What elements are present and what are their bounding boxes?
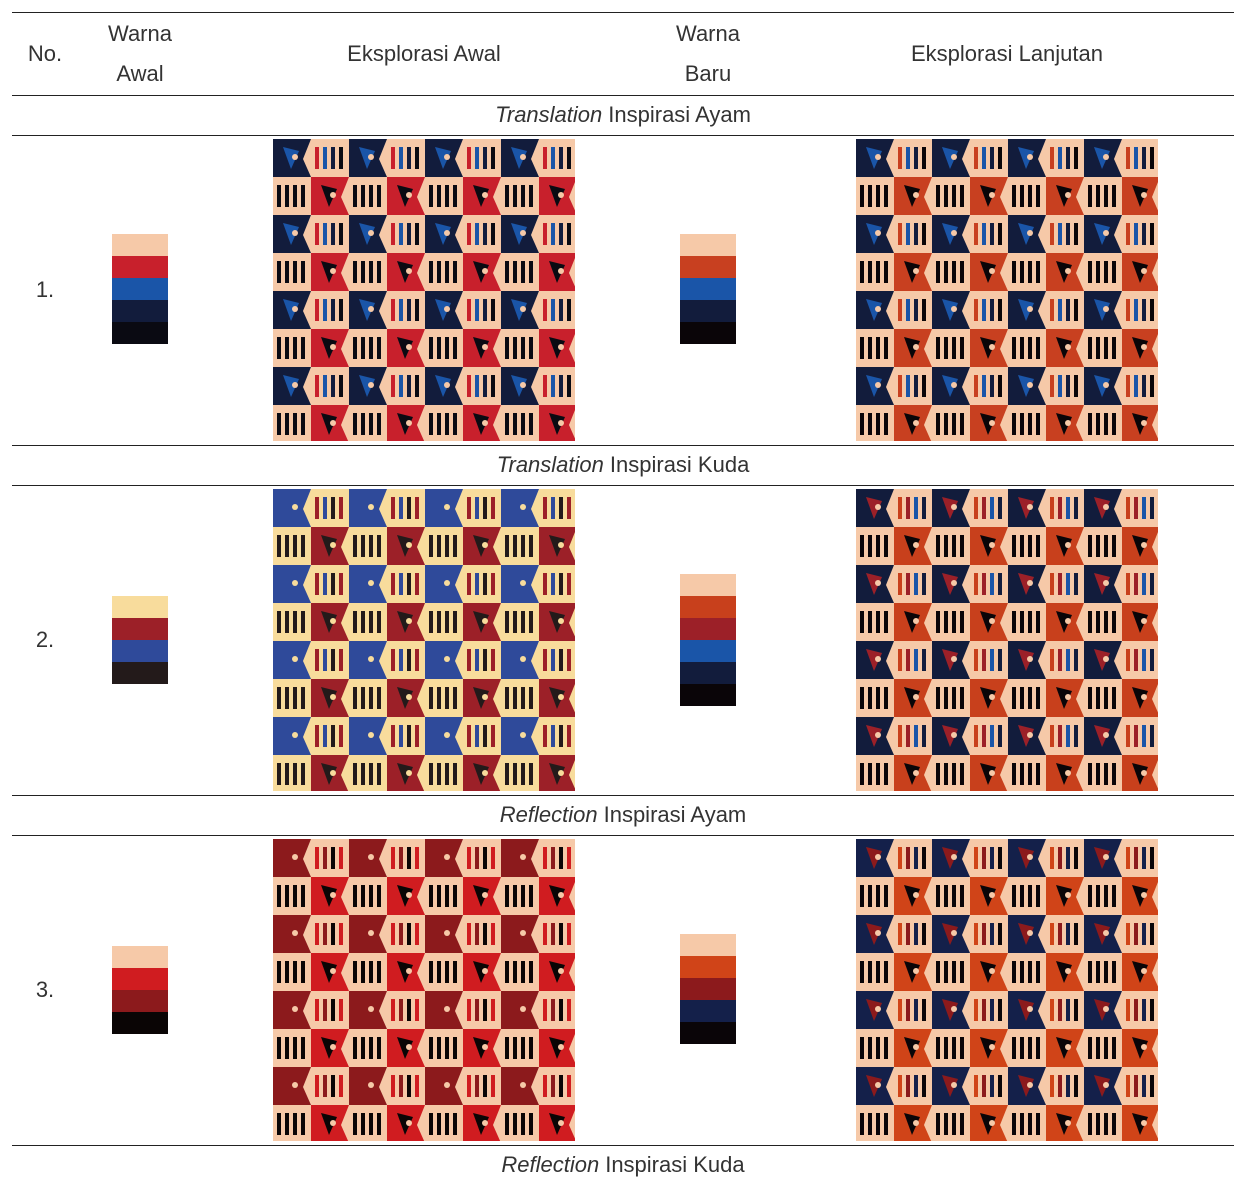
swatch-stripe <box>680 1000 736 1022</box>
swatch-stripe <box>680 978 736 1000</box>
swatch-stripe <box>112 322 168 344</box>
header-cell: Eksplorasi Awal <box>347 40 501 66</box>
section-style: Reflection <box>499 802 598 827</box>
row-rule <box>12 135 1234 136</box>
section-title: Translation Inspirasi Kuda <box>12 445 1234 485</box>
color-swatch <box>680 934 736 1044</box>
row-rule <box>12 835 1234 836</box>
swatch-stripe <box>680 640 736 662</box>
row-number: 3. <box>35 977 55 1002</box>
section-style: Translation <box>496 452 604 477</box>
section-style: Translation <box>495 102 603 127</box>
swatch-stripe <box>112 1012 168 1034</box>
row-rule <box>12 485 1234 486</box>
pattern-fill <box>856 489 1158 791</box>
swatch-stripe <box>680 956 736 978</box>
swatch-stripe <box>680 684 736 706</box>
section-title: Translation Inspirasi Ayam <box>12 95 1234 135</box>
swatch-stripe <box>112 596 168 618</box>
top-rule <box>12 12 1234 13</box>
row-rule <box>12 795 1234 796</box>
swatch-stripe <box>680 662 736 684</box>
swatch-stripe <box>680 1022 736 1044</box>
header-cell: Warna Baru <box>676 20 740 86</box>
section-text: Inspirasi Kuda <box>605 1152 745 1177</box>
color-swatch <box>680 234 736 344</box>
row-rule <box>12 445 1234 446</box>
swatch-stripe <box>680 618 736 640</box>
swatch-stripe <box>112 234 168 256</box>
section-style: Reflection <box>501 1152 600 1177</box>
swatch-stripe <box>112 300 168 322</box>
swatch-stripe <box>112 946 168 968</box>
pattern-fill <box>273 839 575 1141</box>
pattern-image <box>273 839 575 1141</box>
header-cell: Eksplorasi Lanjutan <box>910 40 1103 66</box>
pattern-fill <box>856 139 1158 441</box>
pattern-image <box>273 489 575 791</box>
pattern-fill <box>273 489 575 791</box>
color-swatch <box>112 946 168 1034</box>
swatch-stripe <box>112 640 168 662</box>
swatch-stripe <box>112 618 168 640</box>
header-rule <box>12 95 1234 96</box>
section-text: Inspirasi Ayam <box>608 102 751 127</box>
header-cell: Warna Awal <box>108 20 172 86</box>
swatch-stripe <box>680 596 736 618</box>
row-rule <box>12 1145 1234 1146</box>
swatch-stripe <box>112 968 168 990</box>
swatch-stripe <box>680 278 736 300</box>
section-text: Inspirasi Ayam <box>603 802 747 827</box>
swatch-stripe <box>680 322 736 344</box>
pattern-image <box>856 839 1158 1141</box>
row-number: 2. <box>35 627 55 652</box>
swatch-stripe <box>680 256 736 278</box>
color-swatch <box>112 234 168 344</box>
section-text: Inspirasi Kuda <box>609 452 750 477</box>
pattern-fill <box>273 139 575 441</box>
pattern-fill <box>856 839 1158 1141</box>
swatch-stripe <box>680 574 736 596</box>
swatch-stripe <box>112 278 168 300</box>
pattern-image <box>856 489 1158 791</box>
pattern-image <box>273 139 575 441</box>
section-title: Reflection Inspirasi Ayam <box>12 795 1234 835</box>
swatch-stripe <box>680 300 736 322</box>
swatch-stripe <box>112 256 168 278</box>
pattern-image <box>856 139 1158 441</box>
swatch-stripe <box>680 234 736 256</box>
swatch-stripe <box>680 934 736 956</box>
swatch-stripe <box>112 662 168 684</box>
swatch-stripe <box>112 990 168 1012</box>
color-swatch <box>680 574 736 706</box>
row-number: 1. <box>35 277 55 302</box>
color-swatch <box>112 596 168 684</box>
header-cell: No. <box>27 40 63 66</box>
section-title: Reflection Inspirasi Kuda <box>12 1145 1234 1185</box>
